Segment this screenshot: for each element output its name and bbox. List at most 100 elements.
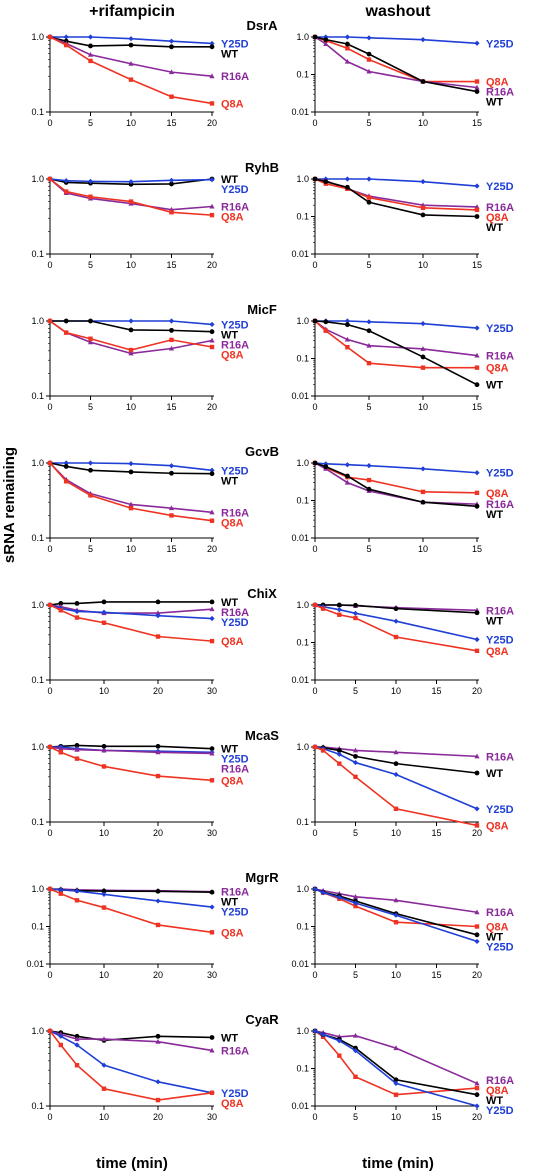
series-label-q8a: Q8A bbox=[221, 636, 244, 648]
series-label-r16a: R16A bbox=[221, 201, 249, 213]
data-point-q8a bbox=[155, 634, 161, 639]
data-point-q8a bbox=[47, 318, 53, 324]
data-point-q8a bbox=[209, 638, 215, 644]
data-point-y25d bbox=[58, 887, 64, 893]
y-tick-label: 0.1 bbox=[31, 675, 44, 685]
data-point-q8a bbox=[169, 210, 174, 215]
data-point-wt bbox=[323, 37, 329, 43]
series-line-r16a bbox=[314, 462, 478, 505]
series-label-q8a: Q8A bbox=[486, 820, 509, 832]
data-point-q8a bbox=[420, 205, 426, 211]
data-point-q8a bbox=[345, 46, 350, 51]
series-line-wt bbox=[50, 320, 213, 333]
y-tick-label: 0.01 bbox=[291, 249, 309, 259]
x-tick-label: 20 bbox=[472, 828, 482, 838]
series-label-q8a: Q8A bbox=[221, 1098, 244, 1110]
series-line-wt bbox=[314, 462, 478, 508]
x-tick-label: 15 bbox=[431, 1112, 441, 1122]
data-point-y25d bbox=[336, 894, 342, 900]
y-tick-label: 1.0 bbox=[31, 1026, 44, 1036]
data-point-q8a bbox=[74, 615, 80, 620]
x-tick-label: 0 bbox=[47, 402, 52, 412]
y-tick-label: 0.1 bbox=[296, 638, 309, 648]
series-label-wt: WT bbox=[221, 1032, 238, 1044]
y-tick-label: 1.0 bbox=[296, 742, 309, 752]
data-point-r16a bbox=[474, 1080, 480, 1086]
data-point-y25d bbox=[420, 466, 426, 472]
series-line-q8a bbox=[49, 178, 213, 216]
data-point-y25d bbox=[63, 178, 69, 184]
data-point-wt bbox=[209, 44, 215, 50]
data-point-wt bbox=[474, 214, 480, 219]
y-tick-label: 0.1 bbox=[31, 391, 44, 401]
data-point-wt bbox=[345, 322, 350, 328]
series-line-q8a bbox=[49, 462, 213, 522]
data-point-y25d bbox=[63, 460, 69, 466]
data-point-y25d bbox=[155, 613, 161, 619]
x-tick-label: 15 bbox=[472, 118, 482, 128]
series-label-q8a: Q8A bbox=[221, 349, 244, 361]
y-tick-label: 1.0 bbox=[31, 316, 44, 326]
x-tick-label: 20 bbox=[153, 828, 163, 838]
data-point-y25d bbox=[393, 618, 399, 624]
data-point-r16a bbox=[352, 747, 359, 753]
series-line-y25d bbox=[314, 462, 478, 474]
data-point-q8a bbox=[74, 756, 80, 761]
series-line-r16a bbox=[49, 746, 213, 755]
series-label-wt: WT bbox=[221, 744, 238, 756]
data-point-wt bbox=[474, 932, 480, 938]
data-point-wt bbox=[323, 464, 329, 470]
series-line-r16a bbox=[49, 36, 213, 78]
data-point-q8a bbox=[64, 479, 69, 484]
data-point-wt bbox=[312, 34, 318, 40]
x-tick-label: 0 bbox=[47, 686, 52, 696]
data-point-q8a bbox=[58, 608, 63, 613]
data-point-q8a bbox=[64, 330, 69, 335]
data-point-y25d bbox=[101, 891, 107, 897]
data-point-wt bbox=[209, 471, 215, 477]
series-label-r16a: R16A bbox=[221, 607, 249, 619]
data-point-y25d bbox=[393, 1080, 399, 1087]
data-point-y25d bbox=[168, 38, 175, 44]
data-point-wt bbox=[353, 602, 358, 608]
data-point-q8a bbox=[474, 823, 480, 828]
data-point-wt bbox=[209, 746, 215, 752]
x-tick-label: 5 bbox=[88, 118, 93, 128]
x-tick-label: 20 bbox=[207, 118, 217, 128]
data-point-q8a bbox=[320, 606, 326, 611]
x-tick-label: 0 bbox=[47, 970, 52, 980]
data-point-q8a bbox=[312, 602, 318, 608]
data-point-wt bbox=[128, 327, 134, 333]
x-tick-label: 10 bbox=[126, 260, 136, 270]
data-point-q8a bbox=[393, 920, 399, 925]
data-point-y25d bbox=[209, 40, 215, 47]
data-point-q8a bbox=[474, 924, 480, 929]
series-label-y25d: Y25D bbox=[486, 181, 514, 193]
data-point-wt bbox=[209, 889, 215, 895]
data-point-wt bbox=[88, 318, 93, 324]
data-point-wt bbox=[63, 464, 69, 469]
y-tick-label: 0.01 bbox=[291, 533, 309, 543]
data-point-wt bbox=[88, 43, 93, 49]
data-point-y25d bbox=[336, 607, 342, 613]
series-label-wt: WT bbox=[486, 1095, 503, 1107]
x-tick-label: 15 bbox=[166, 118, 176, 128]
y-tick-label: 0.1 bbox=[296, 212, 309, 222]
data-point-wt bbox=[474, 503, 480, 509]
x-tick-label: 10 bbox=[391, 686, 401, 696]
x-tick-label: 15 bbox=[431, 686, 441, 696]
data-point-wt bbox=[169, 470, 174, 476]
series-line-r16a bbox=[49, 604, 213, 614]
data-point-r16a bbox=[352, 1032, 359, 1038]
x-tick-label: 15 bbox=[166, 402, 176, 412]
series-label-r16a: R16A bbox=[221, 71, 249, 83]
series-label-r16a: R16A bbox=[486, 87, 514, 99]
data-point-y25d bbox=[155, 1079, 161, 1085]
data-point-y25d bbox=[87, 178, 94, 184]
